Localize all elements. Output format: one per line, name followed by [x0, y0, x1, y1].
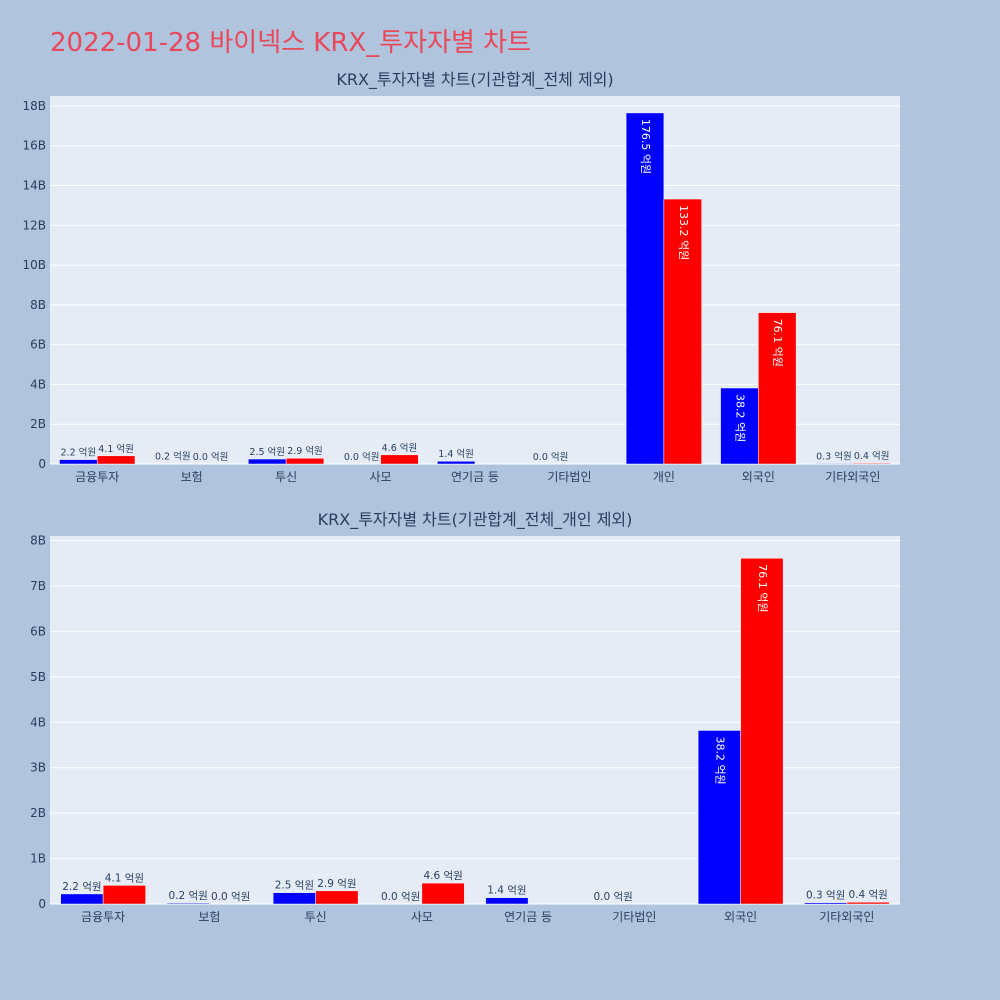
data-label: 2.2 억원	[62, 881, 101, 893]
data-label: 133.2 억원	[677, 205, 690, 260]
data-label: 38.2 억원	[713, 736, 726, 784]
y-tick-label: 7B	[30, 579, 46, 593]
y-tick-label: 2B	[30, 806, 46, 820]
y-tick-label: 18B	[22, 99, 46, 113]
data-label: 2.5 억원	[249, 446, 285, 458]
y-tick-label: 10B	[22, 258, 46, 272]
y-tick-label: 6B	[30, 624, 46, 638]
data-label: 4.6 억원	[423, 870, 462, 882]
buy-bar	[625, 112, 665, 465]
data-label: 1.4 억원	[438, 448, 474, 460]
x-tick-label: 투신	[275, 470, 297, 484]
x-tick-label: 기타외국인	[825, 470, 880, 484]
buy-bar	[804, 902, 848, 905]
x-tick-label: 금융투자	[81, 910, 125, 924]
data-label: 4.1 억원	[98, 443, 134, 455]
data-label: 2.9 억원	[287, 445, 323, 457]
y-tick-label: 0	[38, 457, 46, 471]
sell-bar	[740, 558, 784, 905]
data-label: 4.1 억원	[105, 872, 144, 884]
x-tick-label: 외국인	[742, 470, 775, 484]
y-tick-label: 16B	[22, 139, 46, 153]
y-tick-label: 3B	[30, 761, 46, 775]
y-tick-label: 8B	[30, 534, 46, 548]
buy-bar	[272, 892, 316, 905]
sell-bar	[285, 457, 325, 465]
buy-bar	[60, 893, 104, 905]
sell-bar	[421, 882, 465, 905]
data-label: 76.1 억원	[771, 319, 784, 367]
y-tick-label: 14B	[22, 179, 46, 193]
chart-title: KRX_투자자별 차트(기관합계_전체_개인 제외)	[318, 510, 633, 530]
x-tick-label: 보험	[181, 470, 203, 484]
data-label: 0.4 억원	[848, 889, 887, 901]
buy-bar	[166, 902, 210, 905]
x-tick-label: 투신	[305, 910, 327, 924]
x-tick-label: 사모	[370, 470, 392, 484]
data-label: 1.4 억원	[487, 885, 526, 897]
x-tick-label: 보험	[198, 910, 220, 924]
buy-bar	[248, 458, 287, 465]
sell-bar	[96, 455, 136, 465]
data-label: 0.2 억원	[155, 451, 191, 463]
y-tick-label: 5B	[30, 670, 46, 684]
sell-bar	[852, 462, 891, 465]
y-tick-label: 4B	[30, 377, 46, 391]
data-label: 176.5 억원	[639, 119, 652, 174]
chart-all-investors: 0 2B 4B 6B 8B 10B 12B 14B 16B 18B KRX_투자자별 차트(기관합계…	[22, 70, 900, 484]
y-tick-label: 12B	[22, 218, 46, 232]
data-label: 0.0 억원	[593, 891, 632, 903]
x-tick-label: 연기금 등	[504, 910, 552, 924]
sell-bar	[663, 198, 702, 465]
data-label: 76.1 억원	[756, 564, 769, 612]
y-tick-label: 2B	[30, 417, 46, 431]
data-label: 2.2 억원	[61, 447, 97, 459]
x-tick-label: 금융투자	[75, 470, 119, 484]
y-tick-label: 4B	[30, 715, 46, 729]
y-tick-label: 0	[38, 897, 46, 911]
sell-bar	[315, 890, 359, 905]
data-label: 2.5 억원	[275, 880, 314, 892]
buy-bar	[720, 387, 759, 465]
sell-bar	[380, 454, 419, 465]
buy-bar	[436, 460, 476, 465]
sell-bar	[846, 901, 890, 905]
x-tick-label: 기타법인	[612, 910, 656, 924]
chart-title: KRX_투자자별 차트(기관합계_전체 제외)	[336, 70, 613, 90]
buy-bar	[485, 897, 529, 905]
y-tick-label: 6B	[30, 338, 46, 352]
data-label: 2.9 억원	[317, 878, 356, 890]
page-title: 2022-01-28 바이넥스 KRX_투자자별 차트	[50, 28, 532, 58]
buy-bar	[814, 463, 854, 465]
sell-bar	[758, 312, 797, 465]
data-label: 0.3 억원	[806, 890, 845, 902]
data-label: 0.4 억원	[854, 450, 890, 462]
buy-bar	[59, 459, 98, 465]
data-label: 0.0 억원	[533, 451, 569, 463]
buy-bar	[697, 730, 741, 905]
x-tick-label: 외국인	[724, 910, 757, 924]
data-label: 0.0 억원	[344, 451, 380, 463]
data-label: 0.0 억원	[381, 891, 420, 903]
x-tick-label: 기타외국인	[819, 910, 874, 924]
data-label: 0.2 억원	[168, 890, 207, 902]
sell-bar	[102, 885, 146, 905]
data-label: 38.2 억원	[733, 394, 746, 442]
x-tick-label: 연기금 등	[451, 470, 499, 484]
chart-excluding-individuals: 0 1B 2B 3B 4B 5B 6B 7B 8B KRX_투자자별 차트(기관합계_전체_개인 …	[30, 510, 900, 924]
data-label: 4.6 억원	[382, 442, 418, 454]
x-tick-label: 기타법인	[547, 470, 591, 484]
x-tick-label: 개인	[653, 470, 675, 484]
data-label: 0.0 억원	[193, 451, 229, 463]
data-label: 0.0 억원	[211, 891, 250, 903]
data-label: 0.3 억원	[816, 450, 852, 462]
y-tick-label: 1B	[30, 852, 46, 866]
y-tick-label: 8B	[30, 298, 46, 312]
x-tick-label: 사모	[411, 910, 433, 924]
